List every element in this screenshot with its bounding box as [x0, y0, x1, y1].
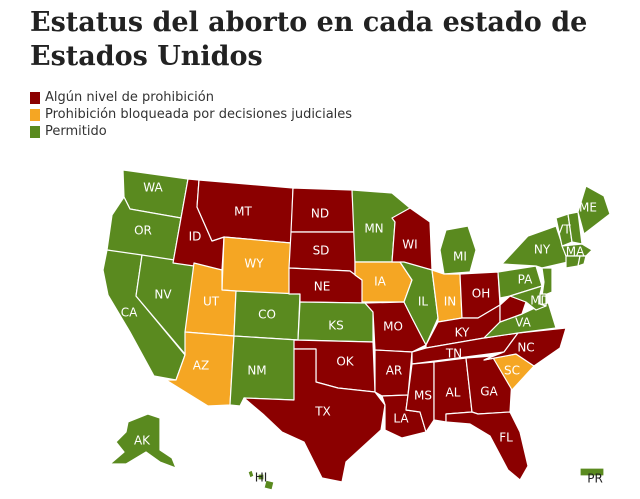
- state-MD[interactable]: [509, 285, 547, 311]
- legend: Algún nivel de prohibición Prohibición b…: [30, 89, 352, 140]
- label-NE: NE: [314, 280, 331, 294]
- legend-swatch-legal: [30, 125, 40, 138]
- label-NV: NV: [154, 288, 172, 302]
- label-KS: KS: [328, 319, 344, 333]
- legend-item-legal: Permitido: [30, 123, 352, 140]
- label-PA: PA: [518, 273, 533, 287]
- state-MI[interactable]: [439, 225, 477, 275]
- label-FL: FL: [499, 431, 513, 445]
- legend-swatch-ban: [30, 91, 40, 104]
- state-WV[interactable]: [499, 295, 527, 323]
- label-TX: TX: [314, 405, 331, 419]
- label-ID: ID: [189, 230, 202, 244]
- label-SD: SD: [313, 244, 330, 258]
- label-MI: MI: [453, 250, 467, 264]
- label-MO: MO: [383, 320, 403, 334]
- label-UT: UT: [203, 295, 220, 309]
- state-TX[interactable]: [243, 348, 386, 483]
- legend-label-blocked: Prohibición bloqueada por decisiones jud…: [45, 107, 353, 122]
- state-MA[interactable]: [561, 243, 593, 257]
- label-GA: GA: [480, 385, 498, 399]
- label-NJ: NJ: [551, 276, 564, 290]
- label-MS: MS: [414, 389, 432, 403]
- state-PR[interactable]: [579, 467, 605, 477]
- state-FL[interactable]: [445, 411, 529, 481]
- map-title: Estatus del aborto en cada estado de Est…: [30, 7, 588, 72]
- label-ND: ND: [311, 207, 329, 221]
- label-LA: LA: [393, 412, 409, 426]
- state-NJ[interactable]: [541, 267, 553, 297]
- label-AR: AR: [386, 364, 403, 378]
- state-HI-island-2[interactable]: [257, 473, 265, 481]
- state-HI[interactable]: [247, 469, 255, 479]
- label-MT: MT: [234, 205, 252, 219]
- label-CO: CO: [258, 308, 276, 322]
- legend-label-ban: Algún nivel de prohibición: [45, 90, 214, 105]
- label-WA: WA: [143, 181, 163, 195]
- legend-swatch-blocked: [30, 108, 40, 121]
- label-NC: NC: [517, 341, 534, 355]
- state-ME[interactable]: [577, 185, 611, 235]
- label-OK: OK: [336, 355, 354, 369]
- state-AK[interactable]: [109, 413, 177, 469]
- state-labels: WA OR CA NV ID MT WY UT AZ CO NM ND SD N…: [121, 181, 603, 486]
- us-states-map: WA OR CA NV ID MT WY UT AZ CO NM ND SD N…: [102, 169, 611, 491]
- label-MN: MN: [364, 222, 383, 236]
- label-TN: TN: [445, 347, 462, 361]
- label-OR: OR: [134, 224, 152, 238]
- legend-item-blocked: Prohibición bloqueada por decisiones jud…: [30, 106, 352, 123]
- label-VT: VT: [555, 223, 571, 237]
- label-IL: IL: [418, 295, 429, 309]
- label-AZ: AZ: [193, 359, 209, 373]
- label-NY: NY: [534, 243, 551, 257]
- legend-item-ban: Algún nivel de prohibición: [30, 89, 352, 106]
- label-IN: IN: [444, 295, 457, 309]
- label-WI: WI: [402, 238, 417, 252]
- legend-label-legal: Permitido: [45, 124, 107, 139]
- label-PR: PR: [587, 472, 603, 486]
- label-WY: WY: [244, 257, 264, 271]
- label-VA: VA: [515, 316, 531, 330]
- state-HI-island-3[interactable]: [263, 479, 275, 491]
- label-HI: HI: [255, 471, 268, 485]
- label-KY: KY: [455, 326, 470, 340]
- label-SC: SC: [504, 364, 520, 378]
- label-ME: ME: [579, 201, 597, 215]
- state-KS[interactable]: [297, 301, 374, 343]
- label-IA: IA: [374, 275, 387, 289]
- label-NM: NM: [247, 364, 266, 378]
- label-OH: OH: [472, 287, 490, 301]
- state-RI[interactable]: [577, 255, 587, 267]
- label-AK: AK: [134, 434, 151, 448]
- label-AL: AL: [446, 386, 461, 400]
- label-MA: MA: [566, 245, 585, 259]
- label-MD: MD: [530, 294, 550, 308]
- label-CA: CA: [121, 306, 138, 320]
